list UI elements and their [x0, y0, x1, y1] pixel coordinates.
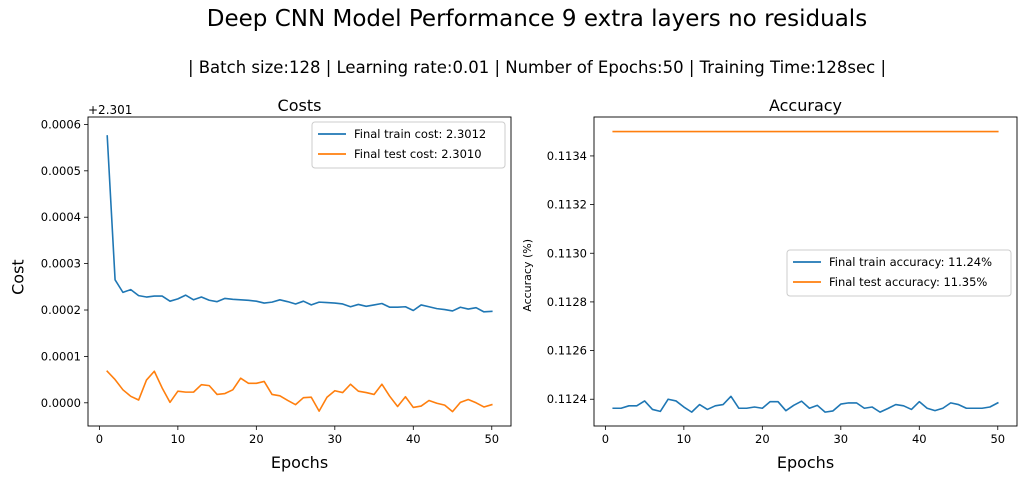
- plot-frame: [593, 116, 1018, 427]
- x-tick-label: 10: [171, 432, 186, 446]
- y-offset-label: +2.301: [88, 103, 132, 117]
- x-tick-label: 30: [833, 432, 848, 446]
- legend-label: Final test cost: 2.3010: [354, 147, 482, 161]
- test-series-line: [106, 370, 493, 413]
- x-tick-label: 20: [755, 432, 770, 446]
- x-tick-label: 10: [677, 432, 692, 446]
- y-axis-label: Accuracy (%): [521, 239, 534, 312]
- y-tick-label: 0.0000: [41, 396, 81, 410]
- x-tick-label: 50: [484, 432, 499, 446]
- train-series-line: [612, 395, 999, 413]
- train-series-line: [106, 135, 493, 313]
- plot-frame: [87, 116, 512, 427]
- x-tick-label: 20: [249, 432, 264, 446]
- y-tick-label: 0.1126: [547, 344, 587, 358]
- x-tick-label: 30: [327, 432, 342, 446]
- y-tick-label: 0.0004: [41, 210, 81, 224]
- y-tick-label: 0.0002: [41, 303, 81, 317]
- x-tick-label: 0: [96, 432, 103, 446]
- y-tick-label: 0.0001: [41, 349, 81, 363]
- y-tick-label: 0.1130: [547, 246, 587, 260]
- y-tick-label: 0.0005: [41, 164, 81, 178]
- legend-label: Final train accuracy: 11.24%: [829, 255, 992, 269]
- y-tick-label: 0.1124: [547, 392, 587, 406]
- y-tick-label: 0.1134: [547, 149, 587, 163]
- x-tick-label: 50: [990, 432, 1005, 446]
- legend-box: [311, 121, 506, 169]
- x-tick-label: 40: [406, 432, 421, 446]
- x-axis-label: Epochs: [271, 453, 328, 472]
- y-tick-label: 0.1128: [547, 295, 587, 309]
- y-axis-label: Cost: [9, 259, 28, 295]
- legend-label: Final test accuracy: 11.35%: [829, 275, 987, 289]
- panel-title: Costs: [278, 96, 322, 115]
- legend-box: [786, 249, 1012, 297]
- x-tick-label: 0: [602, 432, 609, 446]
- figure-subtitle: | Batch size:128 | Learning rate:0.01 | …: [187, 58, 887, 77]
- x-tick-label: 40: [912, 432, 927, 446]
- y-tick-label: 0.1132: [547, 198, 587, 212]
- legend-label: Final train cost: 2.3012: [354, 127, 486, 141]
- y-tick-label: 0.0006: [41, 117, 81, 131]
- figure-title: Deep CNN Model Performance 9 extra layer…: [206, 6, 868, 32]
- x-axis-label: Epochs: [777, 453, 834, 472]
- costs-panel: Costs 0 10 20 30 40 50 0.0000 0.0001 0.0002 0.0003…: [9, 96, 512, 472]
- panel-title: Accuracy: [769, 96, 842, 115]
- accuracy-panel: Accuracy 0 10 20 30 40 50 0.1124 0.1126 0.1128 0.1…: [521, 96, 1018, 472]
- y-tick-label: 0.0003: [41, 257, 81, 271]
